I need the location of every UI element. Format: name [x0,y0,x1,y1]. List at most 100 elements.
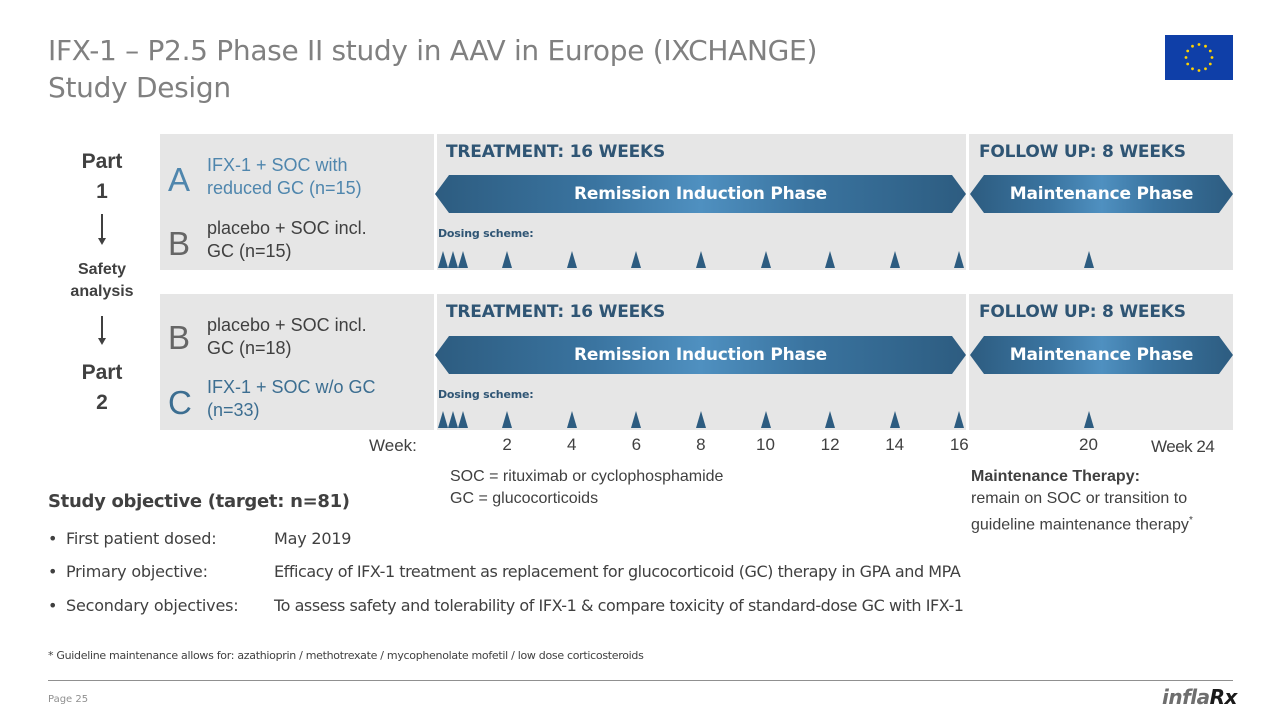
dose-marker-icon [502,251,513,268]
objective-value-secondary: To assess safety and tolerability of IFX… [274,596,964,615]
down-arrow-1-shaft [101,214,103,240]
title-line-2: Study Design [48,71,231,104]
footnote: * Guideline maintenance allows for: azat… [48,649,644,662]
part-1-maintenance-label: Maintenance Phase [1009,184,1194,204]
part-1-label: Part 1 [57,147,147,207]
week-tick-label: 4 [566,435,577,454]
maintenance-therapy-line-2: guideline maintenance therapy [971,516,1189,534]
arm-A-line-2: reduced GC (n=15) [207,178,362,198]
dose-marker-icon [448,251,458,268]
maintenance-therapy-heading: Maintenance Therapy: [971,468,1140,485]
abbr-soc: SOC = rituximab or cyclophosphamide [450,468,724,485]
week-tick-label: 6 [631,435,642,454]
part-2-label: Part 2 [57,358,147,418]
objective-label-secondary: Secondary objectives: [66,596,239,615]
footnote-mark: * [1188,515,1193,526]
week-axis-label: Week: [369,436,417,455]
dose-marker-icon [438,411,448,428]
part-2-induction-label: Remission Induction Phase [573,345,828,365]
week-tick-label: 2 [502,435,512,454]
dose-marker-icon [438,251,448,268]
dose-marker-icon [825,251,836,268]
dose-marker-icon [631,411,642,428]
part-2-dosing-label: Dosing scheme: [438,388,534,401]
dose-marker-icon [760,411,771,428]
week-axis-ticks: 2 4 6 8 10 12 14 16 20 [0,435,1280,457]
dose-marker-icon [502,411,513,428]
page-title: IFX-1 – P2.5 Phase II study in AAV in Eu… [48,32,817,106]
part-2-dosing-markers [0,411,1280,428]
arm-A-line-1: IFX-1 + SOC with [207,155,348,175]
objective-value-primary: Efficacy of IFX-1 treatment as replaceme… [274,562,961,581]
objective-item-primary: • [48,562,57,581]
maintenance-therapy-note: Maintenance Therapy: remain on SOC or tr… [971,466,1193,536]
part-2-word: Part [81,361,123,384]
dose-marker-icon [889,411,900,428]
arm-B2-description: placebo + SOC incl. GC (n=18) [207,314,367,360]
dose-marker-icon [1083,251,1094,268]
objective-value-first-patient: May 2019 [274,529,352,548]
part-1-arms-panel [160,134,434,270]
arm-A-letter: A [168,161,191,198]
dose-marker-icon [1083,411,1094,428]
part-2-maintenance-banner: Maintenance Phase [970,336,1233,374]
dose-marker-icon [448,411,458,428]
week-tick-label: 10 [756,435,775,454]
arm-C-letter: C [168,384,192,421]
objective-label-primary: Primary objective: [66,562,208,581]
objective-item-secondary: • [48,596,57,615]
bullet-icon: • [48,529,58,548]
week-tick-label: 14 [885,435,905,454]
inflarx-logo: inflaRx [1162,685,1237,709]
safety-analysis-label: Safety analysis [57,259,147,303]
part-2-number: 2 [96,391,108,414]
abbreviations: SOC = rituximab or cyclophosphamide GC =… [450,466,723,510]
week-tick-label: 12 [820,435,840,454]
footer-divider [48,680,1233,681]
part-2-treatment-heading: TREATMENT: 16 WEEKS [446,302,666,322]
page-number: Page 25 [48,694,89,705]
part-2-followup-heading: FOLLOW UP: 8 WEEKS [979,302,1186,322]
objective-label-first-patient: First patient dosed: [66,529,217,548]
part-1-number: 1 [96,180,108,203]
arm-B1-letter: B [168,225,191,262]
part-1-treatment-heading: TREATMENT: 16 WEEKS [446,142,666,162]
abbr-gc: GC = glucocorticoids [450,490,599,507]
arm-C-line-2: (n=33) [207,400,260,420]
dose-marker-icon [954,251,965,268]
week-tick-label: 8 [696,435,706,454]
down-arrow-2-icon [98,338,106,345]
dose-marker-icon [760,251,771,268]
logo-text-infla: infla [1162,685,1210,709]
part-1-induction-label: Remission Induction Phase [573,184,828,204]
bullet-icon: • [48,562,58,581]
safety-word: Safety [77,261,127,278]
arm-B2-line-1: placebo + SOC incl. [207,315,367,335]
dose-marker-icon [695,411,706,428]
week-tick-label: 20 [1079,435,1098,454]
dose-marker-icon [631,251,642,268]
dose-marker-icon [889,251,900,268]
dose-marker-icon [825,411,836,428]
arm-B2-line-2: GC (n=18) [207,338,292,358]
arm-B1-line-2: GC (n=15) [207,241,292,261]
part-2-arms-panel [160,294,434,430]
arm-C-line-1: IFX-1 + SOC w/o GC [207,377,376,397]
part-1-dosing-markers [0,251,1280,268]
part-1-dosing-label: Dosing scheme: [438,227,534,240]
maintenance-therapy-line-2-wrap: guideline maintenance therapy* [971,510,1193,536]
arm-B1-description: placebo + SOC incl. GC (n=15) [207,217,367,263]
dose-marker-icon [566,251,577,268]
objectives-heading: Study objective (target: n=81) [48,491,350,512]
part-1-maintenance-banner: Maintenance Phase [970,175,1233,213]
title-line-1: IFX-1 – P2.5 Phase II study in AAV in Eu… [48,34,818,67]
part-1-induction-banner: Remission Induction Phase [435,175,966,213]
objective-item-first-patient: • [48,529,57,548]
dose-marker-icon [695,251,706,268]
part-1-word: Part [81,150,123,173]
part-1-followup-heading: FOLLOW UP: 8 WEEKS [979,142,1186,162]
down-arrow-2-shaft [101,316,103,340]
week-tick-label: 16 [949,435,969,454]
eu-stars-icon [1184,43,1214,72]
dose-marker-icon [458,411,468,428]
